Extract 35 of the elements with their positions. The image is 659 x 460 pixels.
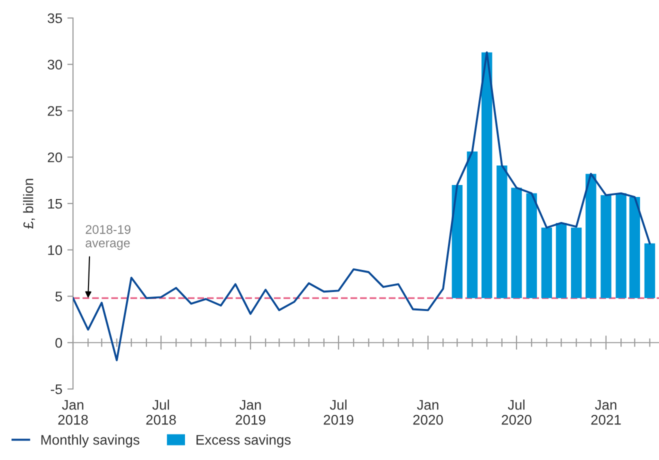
legend-label: Excess savings <box>196 434 291 448</box>
y-tick-label: 20 <box>48 152 62 162</box>
y-tick-label: 35 <box>48 13 62 24</box>
x-tick-label: Jan 2018 <box>58 400 88 425</box>
y-tick-label: 10 <box>48 245 62 256</box>
y-tick-label: -5 <box>50 384 62 394</box>
bar <box>556 222 567 298</box>
x-tick-label: Jan 2019 <box>236 400 266 425</box>
line-series <box>73 51 651 362</box>
x-tick-label: Jul 2019 <box>324 400 354 425</box>
bar <box>511 188 522 298</box>
y-tick-label: 30 <box>48 60 62 70</box>
bar <box>600 195 612 298</box>
bar <box>616 193 626 298</box>
x-tick-label: Jul 2020 <box>502 400 532 425</box>
ref-line-label: 2018-19 average <box>86 225 130 250</box>
y-tick-label: 15 <box>48 198 62 209</box>
bar <box>496 165 508 298</box>
bar <box>586 174 596 298</box>
x-tick-label: Jul 2018 <box>146 400 176 425</box>
bar <box>482 52 492 298</box>
bar <box>452 184 463 298</box>
bar <box>644 243 656 298</box>
x-tick-label: Jan 2021 <box>591 400 621 425</box>
legend-label: Monthly savings <box>41 434 140 448</box>
bar <box>526 193 537 298</box>
y-tick-label: 25 <box>48 106 62 116</box>
bar <box>629 197 640 298</box>
y-axis-title: £, billion <box>23 178 35 229</box>
y-tick-label: 5 <box>55 292 62 302</box>
y-tick-label: 0 <box>55 338 62 348</box>
bar <box>570 228 582 298</box>
bar <box>466 152 478 298</box>
bar <box>541 228 552 298</box>
x-tick-label: Jan 2020 <box>413 400 443 425</box>
